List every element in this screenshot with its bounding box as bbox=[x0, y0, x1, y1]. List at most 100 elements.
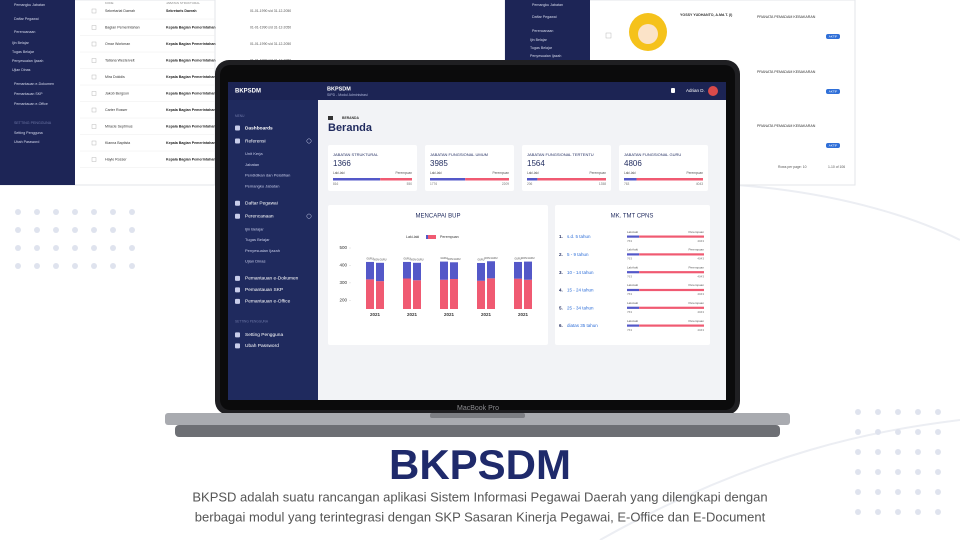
dot bbox=[935, 449, 941, 455]
female-bar bbox=[639, 235, 704, 238]
bar-segment bbox=[413, 280, 421, 309]
dot bbox=[915, 469, 921, 475]
female-count: 4043 bbox=[697, 274, 704, 278]
menu-icon bbox=[235, 138, 240, 144]
dot bbox=[15, 245, 21, 251]
male-bar bbox=[430, 178, 466, 181]
checkbox bbox=[91, 91, 97, 96]
laptop-label: MacBook Pro bbox=[457, 405, 499, 412]
legend-label: Laki-laki bbox=[627, 319, 638, 323]
hero-description: berbagai modul yang terintegrasi dengan … bbox=[195, 509, 766, 524]
dot bbox=[91, 263, 97, 269]
header-title: BKPSDM bbox=[327, 86, 351, 92]
legend-label: Perempuan bbox=[688, 283, 704, 287]
dot bbox=[110, 263, 116, 269]
dot bbox=[935, 509, 941, 515]
female-bar bbox=[639, 306, 704, 309]
submenu-item: Ijin Belajar bbox=[245, 226, 264, 231]
dot bbox=[895, 469, 901, 475]
dot bbox=[915, 509, 921, 515]
dot bbox=[129, 263, 135, 269]
row-name: Mira Dokidis bbox=[105, 75, 125, 79]
male-bar bbox=[627, 235, 640, 238]
menu-heading: MENU bbox=[235, 114, 245, 118]
chart-panel bbox=[328, 205, 548, 345]
male-count: 763 bbox=[627, 328, 632, 332]
y-tick-label: 500 bbox=[339, 245, 347, 250]
menu-icon bbox=[235, 125, 240, 131]
row-period: 01-01-1990 s/d 31-12-2050 bbox=[250, 25, 291, 29]
submenu-item: Unit Kerja bbox=[245, 151, 263, 156]
swoosh bbox=[599, 419, 960, 540]
brand: BKPSDM bbox=[235, 89, 261, 95]
dot bbox=[72, 245, 78, 251]
checkbox bbox=[91, 140, 97, 146]
back-menu-item: Pemantauan e-Dokumen bbox=[14, 82, 54, 86]
status-label: AKTIF bbox=[829, 143, 838, 147]
y-tick-label: 300 bbox=[339, 280, 347, 285]
dot bbox=[110, 209, 116, 215]
row-period: 01-01-1990 s/d 31-12-2050 bbox=[250, 42, 291, 46]
x-tick-label: 2021 bbox=[518, 312, 529, 317]
bar-segment bbox=[524, 261, 532, 280]
back-menu-item: Tugas Belajar bbox=[12, 50, 35, 54]
female-bar bbox=[639, 288, 704, 292]
back-menu-item: Pemantauan SKP bbox=[14, 92, 43, 96]
bar-segment bbox=[376, 262, 384, 282]
female-bar bbox=[639, 253, 704, 256]
row-position: Kepala Bagian Pemerintahan bbox=[166, 157, 216, 161]
dot bbox=[53, 209, 59, 215]
row-label: 10 - 14 tahun bbox=[567, 270, 594, 275]
menu-item: Pemantauan e-Office bbox=[245, 299, 291, 305]
dot bbox=[875, 409, 881, 415]
female-count: 1358 bbox=[599, 182, 606, 186]
legend-label: Perempuan bbox=[687, 171, 704, 175]
breadcrumb: BERANDA bbox=[342, 116, 360, 120]
row-name: Tatiana Westervelt bbox=[105, 58, 135, 62]
dot bbox=[915, 489, 921, 495]
dot bbox=[855, 489, 861, 495]
male-count: 1776 bbox=[430, 182, 437, 186]
bar-label: NON GURU bbox=[410, 258, 423, 261]
checkbox bbox=[91, 74, 97, 80]
app-topbar bbox=[228, 82, 726, 100]
row-name: Hayle Rosser bbox=[105, 157, 127, 161]
female-bar bbox=[639, 271, 704, 274]
bar-segment bbox=[413, 262, 421, 281]
back-menu-item: Daftar Pegawai bbox=[532, 15, 557, 19]
home-icon bbox=[328, 116, 333, 120]
dot bbox=[110, 227, 116, 233]
back-menu-item: Penyesuaian Ijazah bbox=[530, 54, 561, 58]
legend-label: Laki-laki bbox=[627, 283, 638, 287]
row-label: 15 - 24 tahun bbox=[567, 288, 594, 293]
bar-segment bbox=[514, 278, 522, 309]
submenu-item: Penyesuaian Ijazah bbox=[245, 248, 280, 253]
male-count: 763 bbox=[627, 292, 632, 296]
bar-segment bbox=[450, 279, 458, 309]
back-menu-item: Ijin Belajar bbox=[12, 41, 30, 45]
back-menu-item: Perencanaan bbox=[14, 30, 35, 34]
female-count: 4043 bbox=[697, 328, 704, 332]
male-count: 763 bbox=[627, 310, 632, 314]
male-bar bbox=[627, 306, 640, 309]
page-title: Beranda bbox=[328, 122, 373, 134]
dot bbox=[935, 429, 941, 435]
menu-icon bbox=[235, 298, 240, 304]
dot bbox=[15, 209, 21, 215]
header-subtitle: SIPD - Modul Administrasi bbox=[327, 93, 368, 97]
dot bbox=[72, 209, 78, 215]
row-position: Kepala Bagian Pemerintahan bbox=[166, 25, 216, 29]
legend-label: Perempuan bbox=[493, 171, 510, 175]
legend-label: Perempuan bbox=[688, 301, 704, 305]
bar-segment bbox=[477, 280, 485, 309]
dot bbox=[53, 245, 59, 251]
legend-label: Perempuan bbox=[396, 171, 413, 175]
bar-label: NON GURU bbox=[484, 257, 497, 260]
back-menu-item: Perencanaan bbox=[532, 29, 553, 33]
row-position: Kepala Bagian Pemerintahan bbox=[166, 91, 216, 95]
male-bar bbox=[624, 178, 637, 181]
menu-item: Referensi bbox=[245, 138, 266, 144]
laptop-base-lower bbox=[175, 425, 780, 437]
bar-segment bbox=[403, 261, 411, 279]
status-badge bbox=[826, 143, 840, 148]
